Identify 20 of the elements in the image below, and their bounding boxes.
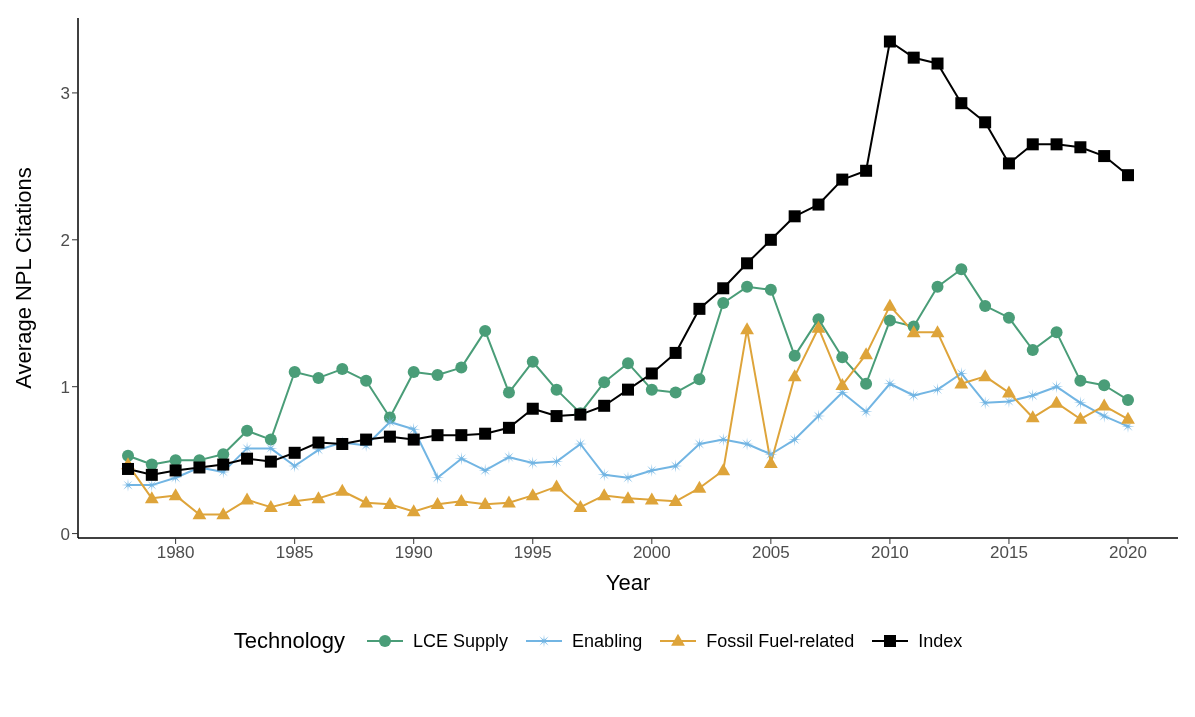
legend-label: LCE Supply — [412, 630, 509, 652]
y-tick-label: 1 — [60, 377, 70, 397]
legend-title: Technology — [233, 628, 346, 654]
x-tick-label: 2005 — [751, 543, 790, 563]
legend-label: Fossil Fuel-related — [705, 630, 855, 652]
x-tick-label: 2010 — [870, 543, 909, 563]
x-tick-label: 2015 — [990, 543, 1028, 563]
x-tick-label: 1990 — [394, 543, 433, 563]
legend-label: Enabling — [571, 630, 643, 652]
y-axis-title: Average NPL Citations — [10, 167, 36, 389]
y-tick-label: 3 — [60, 83, 70, 103]
x-tick-label: 1985 — [275, 543, 314, 563]
x-tick-label: 2020 — [1109, 543, 1147, 563]
y-tick-label: 2 — [60, 230, 70, 250]
x-tick-label: 2000 — [632, 543, 671, 563]
x-tick-label: 1980 — [156, 543, 195, 563]
x-tick-label: 1995 — [513, 543, 552, 563]
legend-label: Index — [917, 630, 963, 652]
y-tick-label: 0 — [60, 524, 70, 544]
x-axis-title: Year — [605, 570, 651, 595]
